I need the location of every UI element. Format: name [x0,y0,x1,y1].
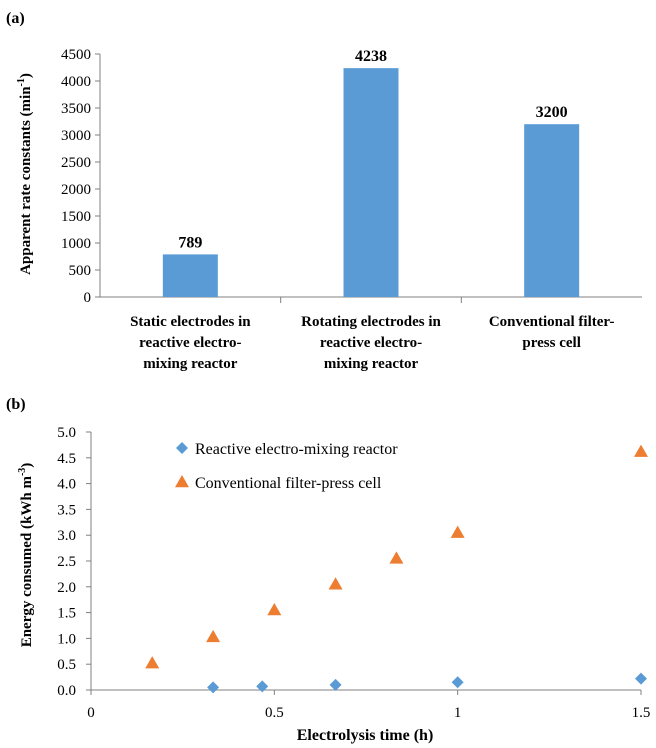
bar-category-label-line: Conventional filter- [489,314,615,330]
bar-chart-y-tick-label: 2500 [61,155,91,171]
bar-data-label: 3200 [536,104,568,121]
scatter-chart-x-axis-label: Electrolysis time (h) [297,727,434,744]
bar-chart-y-tick-label: 4500 [61,47,91,63]
scatter-chart-x-tick-label: 0 [87,705,95,721]
bar [524,124,580,297]
bar-chart-y-tick-label: 3500 [61,101,91,117]
bar-category-label-line: Static electrodes in [130,314,251,330]
filter-press-data-point [267,603,282,616]
reactor-data-point [635,672,647,685]
scatter-chart-y-tick-label: 3.5 [57,502,76,518]
bar-chart-category-labels: Static electrodes in reactive electro-mix… [130,297,615,372]
bar-category-label-line: press cell [522,335,580,351]
scatter-chart-y-tick-label: 4.0 [57,477,76,493]
filter-press-data-point [328,577,343,590]
scatter-chart-y-tick-label: 3.0 [57,528,76,544]
bar-category-label-line: reactive electro- [320,335,422,351]
bar-category-label-line: reactive electro- [139,335,241,351]
scatter-chart-y-tick-label: 5.0 [57,425,76,441]
scatter-chart-x-ticks: 0 0.5 1 1.5 [87,690,650,721]
bar-chart-y-tick-label: 1500 [61,209,91,225]
bar-category-label: Conventional filter-press cell [489,314,615,351]
scatter-chart-y-tick-label: 1.5 [57,606,76,622]
reactor-data-point [207,681,220,694]
bar-category-label-line: Rotating electrodes in [301,314,441,330]
scatter-chart-panel: (b) Energy consumed (kWh m-3) 0.0 0.5 1.0 1… [6,396,650,744]
bar-chart-y-tick-label: 3000 [61,128,91,144]
bar-chart-bars [162,68,580,297]
scatter-chart-y-tick-label: 2.5 [57,554,76,570]
scatter-chart-y-tick-label: 2.0 [57,580,76,596]
legend-entry: Conventional filter-press cell [195,475,382,492]
bar [343,68,399,297]
filter-press-data-point [145,656,160,669]
bar-chart-y-tick-label: 1000 [61,236,91,252]
panel-label-b: (b) [6,396,26,413]
reactor-data-point [256,680,269,693]
bar-data-label: 789 [178,234,202,251]
filter-press-data-point [206,629,221,643]
scatter-chart-y-tick-label: 1.0 [57,631,76,647]
bar-chart-y-tick-label: 2000 [61,182,91,198]
filter-press-data-point [389,551,404,564]
scatter-chart-points [145,444,648,694]
bar-chart-y-ticks: 0 500 1000 1500 2000 2500 3000 3500 4000 4500 [61,47,100,306]
bar-category-label: Static electrodes in reactive electro-mix… [130,314,251,372]
legend-marker [175,475,189,488]
scatter-chart-axes [90,432,641,691]
scatter-chart-legend: Reactive electro-mixing reactor Conventio… [175,441,398,492]
reactor-data-point [329,678,342,691]
filter-press-data-point [634,444,648,457]
bar-category-label-line: mixing reactor [143,356,238,372]
bar-chart-y-tick-label: 4000 [61,74,91,90]
bar-chart-y-tick-label: 0 [84,290,92,306]
bar-chart-data-labels: 789 4238 3200 [178,48,567,251]
bar-category-label: Rotating electrodes in reactive electro-m… [301,314,441,372]
scatter-chart-y-tick-label: 4.5 [57,451,76,467]
scatter-chart-x-tick-label: 1.5 [632,705,651,721]
filter-press-data-point [450,525,465,538]
bar-chart-panel: (a) Apparent rate constants (min-1) 0 500… [6,10,642,372]
reactor-data-point [451,676,464,689]
legend-entry: Reactive electro-mixing reactor [195,441,398,458]
scatter-chart-y-tick-label: 0.0 [57,683,76,699]
bar-chart-y-axis-label: Apparent rate constants (min-1) [16,73,34,275]
bar-data-label: 4238 [355,48,387,65]
scatter-chart-x-tick-label: 0.5 [265,705,284,721]
scatter-chart-y-axis-label: Energy consumed (kWh m-3) [17,463,35,648]
scatter-chart-y-tick-label: 0.5 [57,657,76,673]
bar [162,254,218,297]
scatter-chart-x-tick-label: 1 [454,705,462,721]
bar-category-label-line: mixing reactor [324,356,419,372]
legend-marker [176,442,188,454]
panel-label-a: (a) [6,10,25,27]
bar-chart-y-tick-label: 500 [69,263,92,279]
scatter-chart-y-ticks: 0.0 0.5 1.0 1.5 2.0 2.5 3.0 3.5 4.0 4.5 5.0 [57,425,91,699]
